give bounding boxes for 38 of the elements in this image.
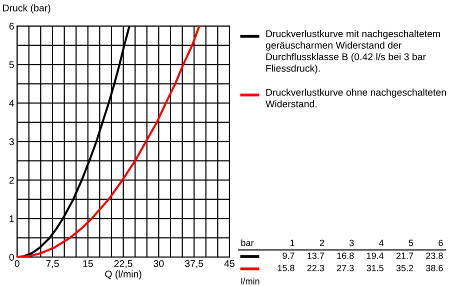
text: 6 <box>438 240 443 246</box>
y-tick-label: 4 <box>9 100 14 107</box>
y-tick-label: 6 <box>9 22 14 30</box>
x-tick-label: 30 <box>154 260 164 268</box>
text: 38.6 <box>426 264 443 272</box>
legend-label: Druckverlustkurve mit nachgeschaltetem geräuscharmen Widerstand der Durchflussklasse B (0.42 l/s bei 3 bar Fliessdruck). <box>266 30 440 74</box>
text: 21.7 <box>396 252 414 259</box>
y-axis-title: Druck (bar) <box>3 4 50 14</box>
text: bar <box>241 239 254 246</box>
text: 9.7 <box>282 252 294 259</box>
text: l/min <box>241 278 260 284</box>
text: 4 <box>379 240 384 246</box>
text: 22.3 <box>307 264 324 272</box>
x-tick-label: 37,5 <box>185 260 204 268</box>
text: 19.4 <box>366 252 384 259</box>
x-tick-label: 22,5 <box>114 260 132 268</box>
text: 1 <box>290 240 294 246</box>
x-tick-label: 15 <box>83 260 93 268</box>
legend-label: Druckverlustkurve ohne nachgeschalteten Widerstand. <box>266 88 446 108</box>
text: 31.5 <box>366 264 384 272</box>
text: 13.7 <box>308 252 324 259</box>
text: 27.3 <box>337 264 354 272</box>
text: 35.2 <box>396 264 414 272</box>
x-axis-title: Q (l/min) <box>105 270 142 280</box>
text: 15.8 <box>278 264 294 272</box>
text: 23.8 <box>426 252 443 259</box>
x-tick-label: 7,5 <box>46 260 59 268</box>
y-tick-label: 2 <box>9 176 14 184</box>
text: 2 <box>320 240 324 246</box>
y-tick-label: 3 <box>9 138 14 146</box>
y-tick-label: 5 <box>9 61 14 68</box>
x-tick-label: 0 <box>14 260 20 268</box>
text: 3 <box>349 240 354 246</box>
text: 5 <box>408 240 414 246</box>
x-tick-label: 45 <box>224 260 234 268</box>
y-tick-label: 0 <box>9 254 14 261</box>
text: 16.8 <box>337 252 354 259</box>
y-tick-label: 1 <box>10 215 14 222</box>
